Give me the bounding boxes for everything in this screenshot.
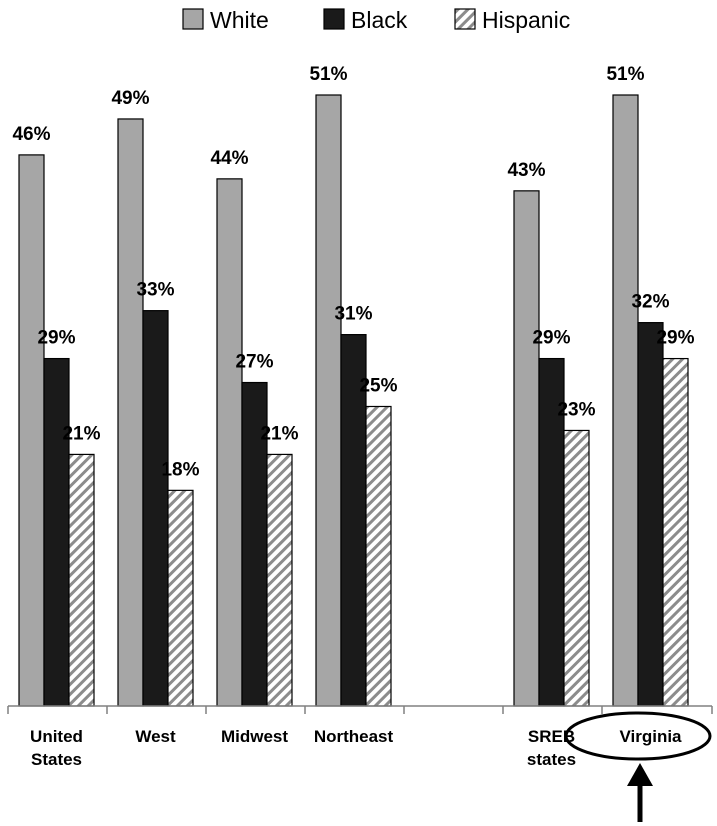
bar-group — [18, 94, 689, 707]
bar-black — [142, 310, 169, 707]
legend-swatch-hispanic — [454, 8, 476, 30]
data-label-black: 29% — [37, 328, 75, 349]
data-label-hispanic: 23% — [557, 399, 595, 420]
category-label: Midwest — [221, 727, 288, 746]
bar-hispanic — [365, 405, 392, 707]
bar-white — [315, 94, 342, 707]
category-labels: United States West Midwest Northeast SREB stat… — [30, 727, 682, 769]
bar-black — [538, 357, 565, 707]
bar-black — [241, 381, 268, 707]
highlight-ellipse — [564, 711, 712, 761]
data-label-hispanic: 18% — [161, 459, 199, 480]
value-labels: 46% 29% 21% 49% 33% 18% 44% 27% 21% 51% 31% 25% 43% 2… — [12, 64, 694, 480]
arrow-head — [627, 763, 653, 786]
bar-black — [43, 357, 70, 707]
data-label-black: 31% — [334, 304, 372, 325]
category-label: Virginia — [619, 727, 682, 746]
bar-hispanic — [662, 357, 689, 707]
bar-white — [612, 94, 639, 707]
data-label-black: 27% — [235, 352, 273, 373]
bar-white — [18, 154, 45, 707]
data-label-white: 46% — [12, 124, 50, 145]
category-label: states — [527, 750, 576, 769]
category-label: West — [135, 727, 176, 746]
bar-hispanic — [563, 429, 590, 707]
data-label-white: 44% — [210, 148, 248, 169]
bar-white — [216, 178, 243, 707]
legend-swatch-white — [182, 8, 204, 30]
data-label-white: 43% — [507, 160, 545, 181]
x-axis-ticks — [7, 706, 713, 714]
data-label-white: 51% — [309, 64, 347, 85]
data-label-hispanic: 29% — [656, 328, 694, 349]
category-label: States — [31, 750, 82, 769]
category-label: United — [30, 727, 83, 746]
bar-hispanic — [266, 453, 293, 707]
data-label-white: 49% — [111, 88, 149, 109]
bar-white — [117, 118, 144, 707]
data-label-black: 32% — [631, 292, 669, 313]
legend: White Black Hispanic — [182, 7, 570, 33]
data-label-hispanic: 25% — [359, 375, 397, 396]
category-label: SREB — [528, 727, 575, 746]
data-label-hispanic: 21% — [260, 423, 298, 444]
bar-white — [513, 190, 540, 707]
data-label-black: 33% — [136, 280, 174, 301]
category-label: Northeast — [314, 727, 394, 746]
legend-label-black: Black — [351, 7, 408, 33]
data-label-white: 51% — [606, 64, 644, 85]
bar-hispanic — [68, 453, 95, 707]
bar-hispanic — [167, 489, 194, 707]
data-label-hispanic: 21% — [62, 423, 100, 444]
legend-label-hispanic: Hispanic — [482, 7, 570, 33]
legend-label-white: White — [210, 7, 269, 33]
legend-swatch-black — [323, 8, 345, 30]
bar-black — [637, 322, 664, 707]
data-label-black: 29% — [532, 328, 570, 349]
